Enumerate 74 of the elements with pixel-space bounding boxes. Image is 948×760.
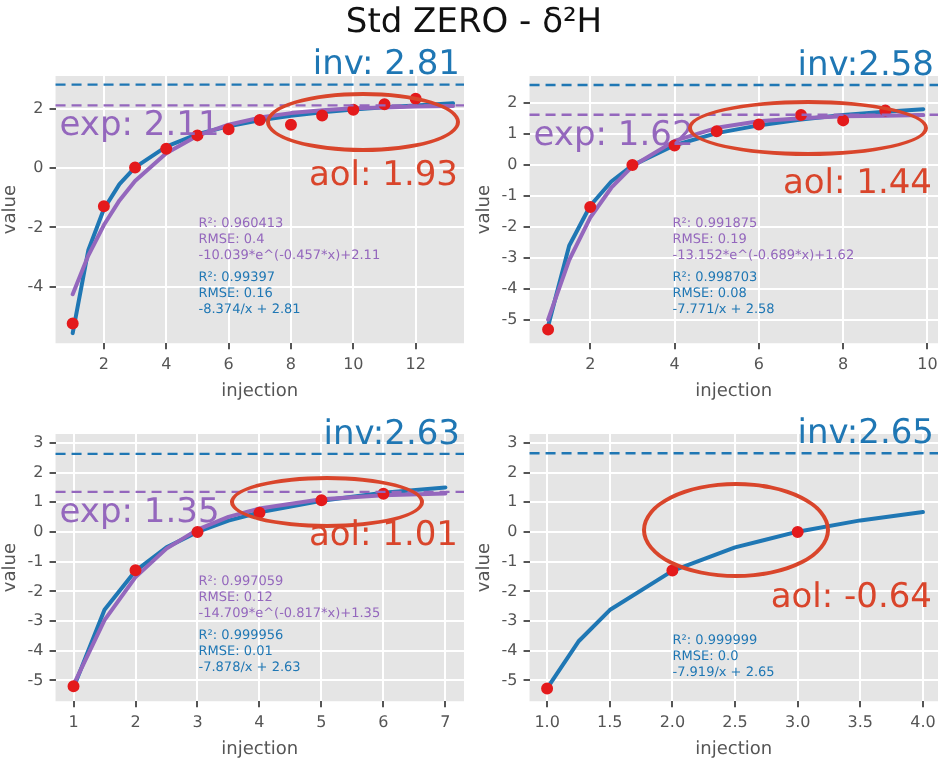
annotation: aol: -0.64: [770, 576, 932, 617]
ref-line-label: inv: 2.81: [312, 44, 460, 85]
x-tick-label: 2.0: [659, 712, 686, 731]
x-axis-title: injection: [695, 739, 773, 760]
chart-title: Std ZERO - δ²H: [343, 0, 605, 44]
y-axis-title: value: [475, 184, 496, 235]
ref-line-label: inv:2.58: [797, 44, 934, 85]
x-tick-label: 8: [285, 354, 297, 373]
y-tick-label: -1: [501, 551, 518, 570]
y-tick-label: -4: [27, 640, 44, 659]
x-tick-label: 12: [405, 354, 426, 373]
annotation: aol: 1.93: [308, 154, 458, 195]
ref-line-label: exp: 2.11: [59, 105, 220, 146]
y-tick-label: -1: [27, 551, 44, 570]
y-tick-label: -5: [501, 310, 518, 329]
y-tick-label: 2: [507, 93, 518, 112]
y-tick-label: 2: [507, 462, 518, 481]
y-tick-label: 3: [33, 433, 44, 452]
x-tick-label: 4: [161, 354, 172, 373]
y-axis-title: value: [1, 542, 22, 593]
x-tick-label: 7: [440, 712, 451, 731]
annotation: aol: 1.01: [308, 515, 458, 556]
y-tick-label: 0: [507, 522, 518, 541]
x-axis-title: injection: [221, 381, 299, 402]
ref-line-label: inv:2.65: [797, 413, 934, 454]
x-axis-title: injection: [221, 739, 299, 760]
x-tick-label: 3.0: [784, 712, 811, 731]
y-tick-label: -3: [27, 611, 44, 630]
y-tick-label: 1: [507, 492, 518, 511]
ref-line-label: exp: 1.35: [59, 491, 220, 532]
y-tick-label: -2: [27, 217, 44, 236]
y-tick-label: 2: [33, 98, 44, 117]
x-tick-label: 2: [98, 354, 109, 373]
y-tick-label: -3: [501, 248, 518, 267]
y-tick-label: 1: [33, 492, 44, 511]
y-axis-title: value: [1, 184, 22, 235]
x-tick-label: 1: [68, 712, 79, 731]
x-tick-label: 3: [192, 712, 203, 731]
y-tick-label: 0: [33, 522, 44, 541]
x-tick-label: 4.0: [910, 712, 936, 731]
y-tick-label: 0: [507, 155, 518, 174]
ref-line-label: inv:2.63: [323, 413, 460, 454]
y-tick-label: -2: [501, 581, 518, 600]
x-tick-label: 6: [378, 712, 389, 731]
y-tick-label: -4: [27, 276, 44, 295]
y-tick-label: -2: [501, 217, 518, 236]
x-tick-label: 2: [130, 712, 141, 731]
x-tick-label: 1.5: [597, 712, 623, 731]
y-tick-label: -3: [501, 611, 518, 630]
x-tick-label: 1.0: [534, 712, 560, 731]
y-tick-label: 1: [507, 124, 518, 143]
x-tick-label: 2.5: [722, 712, 748, 731]
x-tick-label: 2: [585, 354, 596, 373]
annotation: aol: 1.44: [782, 162, 932, 203]
x-tick-label: 5: [316, 712, 327, 731]
y-tick-label: 3: [507, 433, 518, 452]
x-tick-label: 4: [254, 712, 265, 731]
y-tick-label: -5: [27, 670, 44, 689]
x-tick-label: 10: [343, 354, 364, 373]
x-tick-label: 6: [223, 354, 234, 373]
x-tick-label: 4: [669, 354, 680, 373]
y-tick-label: 2: [33, 462, 44, 481]
x-tick-label: 8: [838, 354, 849, 373]
x-axis-title: injection: [695, 381, 773, 402]
x-tick-label: 3.5: [847, 712, 874, 731]
y-axis-title: value: [475, 542, 496, 593]
x-tick-label: 10: [917, 354, 938, 373]
y-tick-label: -5: [501, 670, 518, 689]
y-tick-label: -4: [501, 640, 518, 659]
y-tick-label: 0: [33, 158, 44, 177]
y-tick-label: -1: [501, 186, 518, 205]
y-tick-label: -2: [27, 581, 44, 600]
x-tick-label: 6: [753, 354, 764, 373]
y-tick-label: -4: [501, 279, 518, 298]
